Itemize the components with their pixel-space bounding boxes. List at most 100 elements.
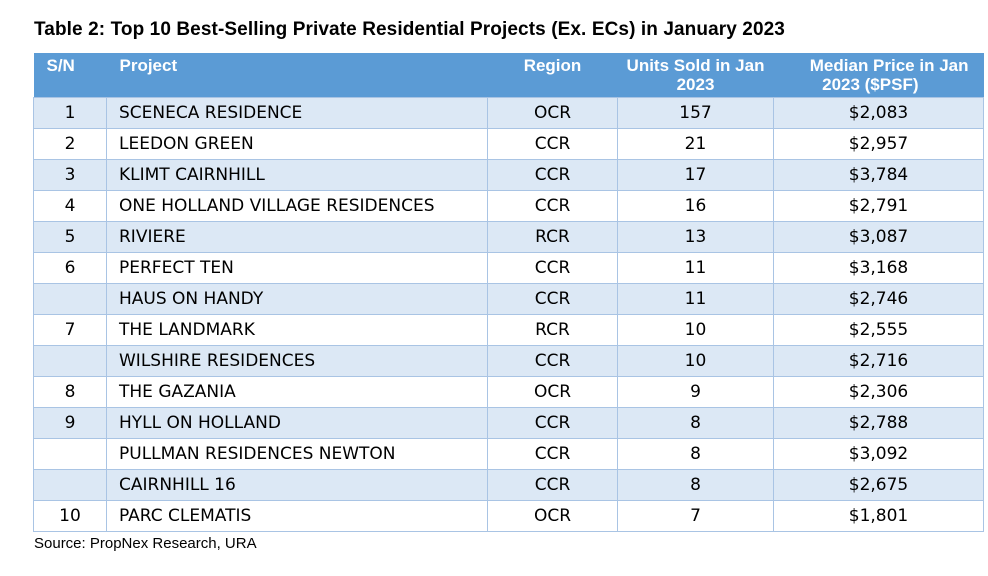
cell-region: OCR	[487, 500, 618, 532]
cell-units-sold: 11	[617, 283, 774, 315]
cell-median-price: $2,716	[773, 345, 984, 377]
table-row: 8 THE GAZANIA OCR 9 $2,306	[33, 376, 984, 408]
cell-units-sold: 9	[617, 376, 774, 408]
cell-region: CCR	[487, 407, 618, 439]
cell-region: CCR	[487, 469, 618, 501]
cell-project: HAUS ON HANDY	[106, 283, 488, 315]
cell-region: RCR	[487, 314, 618, 346]
cell-project: PERFECT TEN	[106, 252, 488, 284]
table-row: HAUS ON HANDY CCR 11 $2,746	[33, 283, 984, 315]
cell-units-sold: 10	[617, 345, 774, 377]
cell-sn	[33, 283, 107, 315]
cell-sn: 5	[33, 221, 107, 253]
table-row: WILSHIRE RESIDENCES CCR 10 $2,716	[33, 345, 984, 377]
cell-project: THE GAZANIA	[106, 376, 488, 408]
cell-sn: 10	[33, 500, 107, 532]
cell-units-sold: 13	[617, 221, 774, 253]
cell-units-sold: 21	[617, 128, 774, 160]
cell-median-price: $3,092	[773, 438, 984, 470]
cell-region: CCR	[487, 438, 618, 470]
cell-project: HYLL ON HOLLAND	[106, 407, 488, 439]
cell-sn: 2	[33, 128, 107, 160]
cell-units-sold: 8	[617, 407, 774, 439]
cell-median-price: $2,791	[773, 190, 984, 222]
header-region-label: Region	[523, 56, 582, 75]
cell-median-price: $2,555	[773, 314, 984, 346]
cell-project: LEEDON GREEN	[106, 128, 488, 160]
cell-median-price: $2,746	[773, 283, 984, 315]
cell-sn	[33, 345, 107, 377]
table-row: 7 THE LANDMARK RCR 10 $2,555	[33, 314, 984, 346]
table-row: CAIRNHILL 16 CCR 8 $2,675	[33, 469, 984, 501]
best-selling-projects-table: S/N Project Region Units Sold in Jan 202…	[33, 53, 984, 532]
cell-project: KLIMT CAIRNHILL	[106, 159, 488, 191]
table-row: 10 PARC CLEMATIS OCR 7 $1,801	[33, 500, 984, 532]
cell-project: ONE HOLLAND VILLAGE RESIDENCES	[106, 190, 488, 222]
cell-median-price: $3,087	[773, 221, 984, 253]
cell-sn: 4	[33, 190, 107, 222]
cell-region: CCR	[487, 128, 618, 160]
cell-median-price: $2,083	[773, 97, 984, 129]
cell-units-sold: 8	[617, 469, 774, 501]
cell-sn	[33, 438, 107, 470]
header-project-label: Project	[119, 56, 178, 75]
header-price-line1: Median Price in Jan	[809, 56, 969, 75]
source-note: Source: PropNex Research, URA	[34, 535, 257, 552]
cell-median-price: $3,784	[773, 159, 984, 191]
table-row: 9 HYLL ON HOLLAND CCR 8 $2,788	[33, 407, 984, 439]
cell-sn: 6	[33, 252, 107, 284]
cell-sn	[33, 469, 107, 501]
cell-project: SCENECA RESIDENCE	[106, 97, 488, 129]
cell-project: RIVIERE	[106, 221, 488, 253]
header-units-sold: Units Sold in Jan 2023	[617, 53, 774, 98]
table-body: 1 SCENECA RESIDENCE OCR 157 $2,083 2 LEEDON GR…	[33, 97, 984, 532]
cell-region: OCR	[487, 97, 618, 129]
cell-sn: 7	[33, 314, 107, 346]
table-title: Table 2: Top 10 Best-Selling Private Res…	[34, 19, 785, 40]
cell-units-sold: 10	[617, 314, 774, 346]
cell-project: CAIRNHILL 16	[106, 469, 488, 501]
cell-units-sold: 11	[617, 252, 774, 284]
table-row: 3 KLIMT CAIRNHILL CCR 17 $3,784	[33, 159, 984, 191]
cell-project: PULLMAN RESIDENCES NEWTON	[106, 438, 488, 470]
cell-region: CCR	[487, 252, 618, 284]
header-sn: S/N	[33, 53, 107, 98]
cell-region: CCR	[487, 345, 618, 377]
cell-project: THE LANDMARK	[106, 314, 488, 346]
cell-sn: 3	[33, 159, 107, 191]
cell-median-price: $2,306	[773, 376, 984, 408]
table-row: 2 LEEDON GREEN CCR 21 $2,957	[33, 128, 984, 160]
cell-median-price: $2,675	[773, 469, 984, 501]
cell-median-price: $1,801	[773, 500, 984, 532]
cell-region: CCR	[487, 190, 618, 222]
cell-region: CCR	[487, 283, 618, 315]
table-row: 6 PERFECT TEN CCR 11 $3,168	[33, 252, 984, 284]
header-sn-label: S/N	[46, 56, 75, 75]
cell-project: PARC CLEMATIS	[106, 500, 488, 532]
header-units-line2: 2023	[676, 75, 715, 94]
cell-median-price: $2,788	[773, 407, 984, 439]
cell-region: OCR	[487, 376, 618, 408]
cell-units-sold: 8	[617, 438, 774, 470]
table-row: 4 ONE HOLLAND VILLAGE RESIDENCES CCR 16 $2,7…	[33, 190, 984, 222]
header-units-line1: Units Sold in Jan	[626, 56, 765, 75]
cell-median-price: $2,957	[773, 128, 984, 160]
table-header-row: S/N Project Region Units Sold in Jan 202…	[33, 53, 984, 98]
cell-units-sold: 157	[617, 97, 774, 129]
cell-units-sold: 7	[617, 500, 774, 532]
header-project: Project	[106, 53, 488, 98]
cell-region: CCR	[487, 159, 618, 191]
cell-region: RCR	[487, 221, 618, 253]
cell-median-price: $3,168	[773, 252, 984, 284]
table-row: PULLMAN RESIDENCES NEWTON CCR 8 $3,092	[33, 438, 984, 470]
cell-project: WILSHIRE RESIDENCES	[106, 345, 488, 377]
cell-units-sold: 16	[617, 190, 774, 222]
cell-units-sold: 17	[617, 159, 774, 191]
cell-sn: 8	[33, 376, 107, 408]
header-price-line2: 2023 ($PSF)	[822, 75, 919, 94]
cell-sn: 9	[33, 407, 107, 439]
header-region: Region	[487, 53, 618, 98]
table-row: 1 SCENECA RESIDENCE OCR 157 $2,083	[33, 97, 984, 129]
table-row: 5 RIVIERE RCR 13 $3,087	[33, 221, 984, 253]
header-median-price: Median Price in Jan 2023 ($PSF)	[773, 53, 984, 98]
